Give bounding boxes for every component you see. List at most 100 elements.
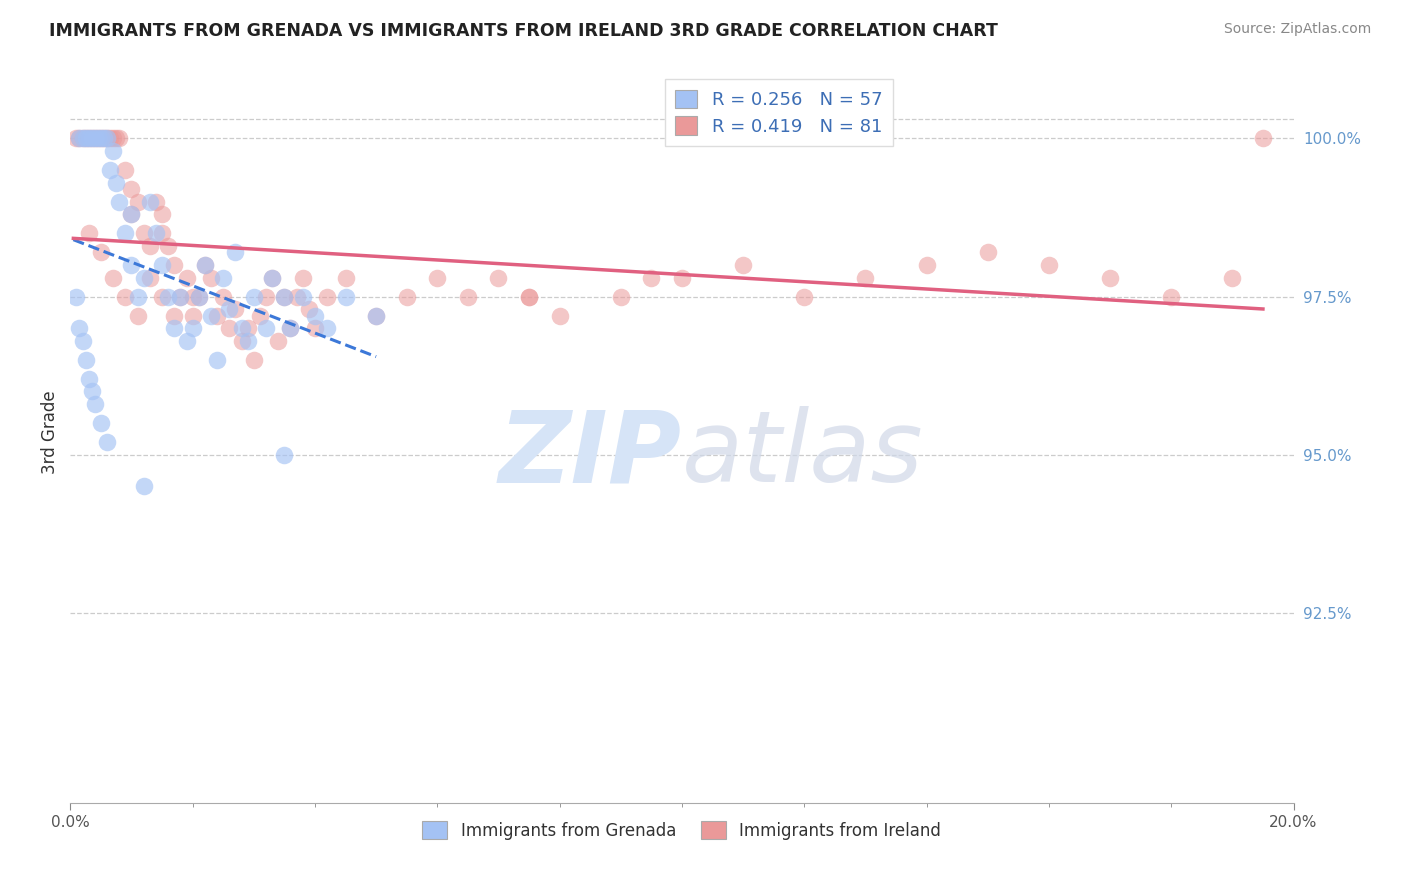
Point (80, 384, 103, 399)
Point (65, 289, 87, 303)
Point (205, 352, 228, 367)
Text: IMMIGRANTS FROM GRENADA VS IMMIGRANTS FROM IRELAND 3RD GRADE CORRELATION CHART: IMMIGRANTS FROM GRENADA VS IMMIGRANTS FR… (49, 22, 998, 40)
Point (69, 131, 91, 145)
Point (855, 270, 877, 285)
Point (157, 289, 180, 303)
Point (69, 131, 91, 145)
Point (254, 321, 277, 335)
Point (212, 270, 235, 285)
Point (273, 448, 295, 462)
Point (121, 207, 143, 221)
Point (291, 270, 314, 285)
Point (671, 270, 693, 285)
Point (273, 289, 295, 303)
Point (163, 321, 186, 335)
Point (200, 309, 222, 323)
Point (335, 270, 357, 285)
Point (98, 131, 121, 145)
Point (187, 289, 209, 303)
Point (316, 289, 339, 303)
Point (145, 227, 167, 241)
Point (121, 258, 143, 272)
Point (194, 258, 217, 272)
Point (98, 163, 121, 178)
Point (77, 227, 100, 241)
Y-axis label: 3rd Grade: 3rd Grade (41, 391, 59, 475)
Text: ZIP: ZIP (499, 407, 682, 503)
Point (114, 163, 136, 178)
Point (205, 309, 228, 323)
Point (72, 334, 94, 348)
Point (176, 334, 198, 348)
Point (236, 334, 259, 348)
Point (640, 270, 662, 285)
Point (132, 270, 155, 285)
Point (548, 309, 571, 323)
Point (93, 131, 115, 145)
Point (163, 258, 186, 272)
Point (280, 321, 302, 335)
Point (80, 131, 103, 145)
Point (77, 131, 100, 145)
Point (139, 194, 162, 209)
Point (90, 131, 112, 145)
Point (1038, 258, 1060, 272)
Point (101, 131, 124, 145)
Point (157, 239, 180, 253)
Point (731, 258, 754, 272)
Point (121, 207, 143, 221)
Point (114, 227, 136, 241)
Point (139, 270, 162, 285)
Point (243, 289, 266, 303)
Point (273, 289, 295, 303)
Point (96, 131, 118, 145)
Point (169, 289, 191, 303)
Point (83, 131, 105, 145)
Point (90, 131, 112, 145)
Point (976, 245, 998, 260)
Point (231, 321, 253, 335)
Point (108, 194, 131, 209)
Point (915, 258, 938, 272)
Point (285, 289, 308, 303)
Legend: Immigrants from Grenada, Immigrants from Ireland: Immigrants from Grenada, Immigrants from… (416, 814, 948, 847)
Point (127, 194, 149, 209)
Point (1099, 270, 1122, 285)
Point (194, 258, 217, 272)
Point (139, 239, 162, 253)
Point (249, 309, 271, 323)
Point (395, 289, 418, 303)
Point (1251, 131, 1274, 145)
Point (298, 302, 321, 317)
Point (75, 131, 97, 145)
Point (108, 131, 131, 145)
Point (150, 289, 173, 303)
Point (488, 270, 510, 285)
Point (335, 289, 357, 303)
Point (610, 289, 633, 303)
Point (77, 372, 100, 386)
Point (291, 289, 314, 303)
Point (426, 270, 449, 285)
Point (457, 289, 479, 303)
Point (304, 309, 326, 323)
Point (176, 270, 198, 285)
Point (105, 131, 128, 145)
Point (262, 270, 284, 285)
Point (75, 131, 97, 145)
Point (75, 352, 97, 367)
Point (366, 309, 388, 323)
Point (69, 321, 91, 335)
Point (93, 131, 115, 145)
Point (236, 321, 259, 335)
Point (517, 289, 540, 303)
Point (101, 270, 124, 285)
Point (90, 416, 112, 430)
Point (72, 131, 94, 145)
Point (181, 309, 204, 323)
Point (267, 334, 290, 348)
Point (83, 131, 105, 145)
Point (212, 289, 235, 303)
Point (316, 321, 339, 335)
Point (96, 435, 118, 450)
